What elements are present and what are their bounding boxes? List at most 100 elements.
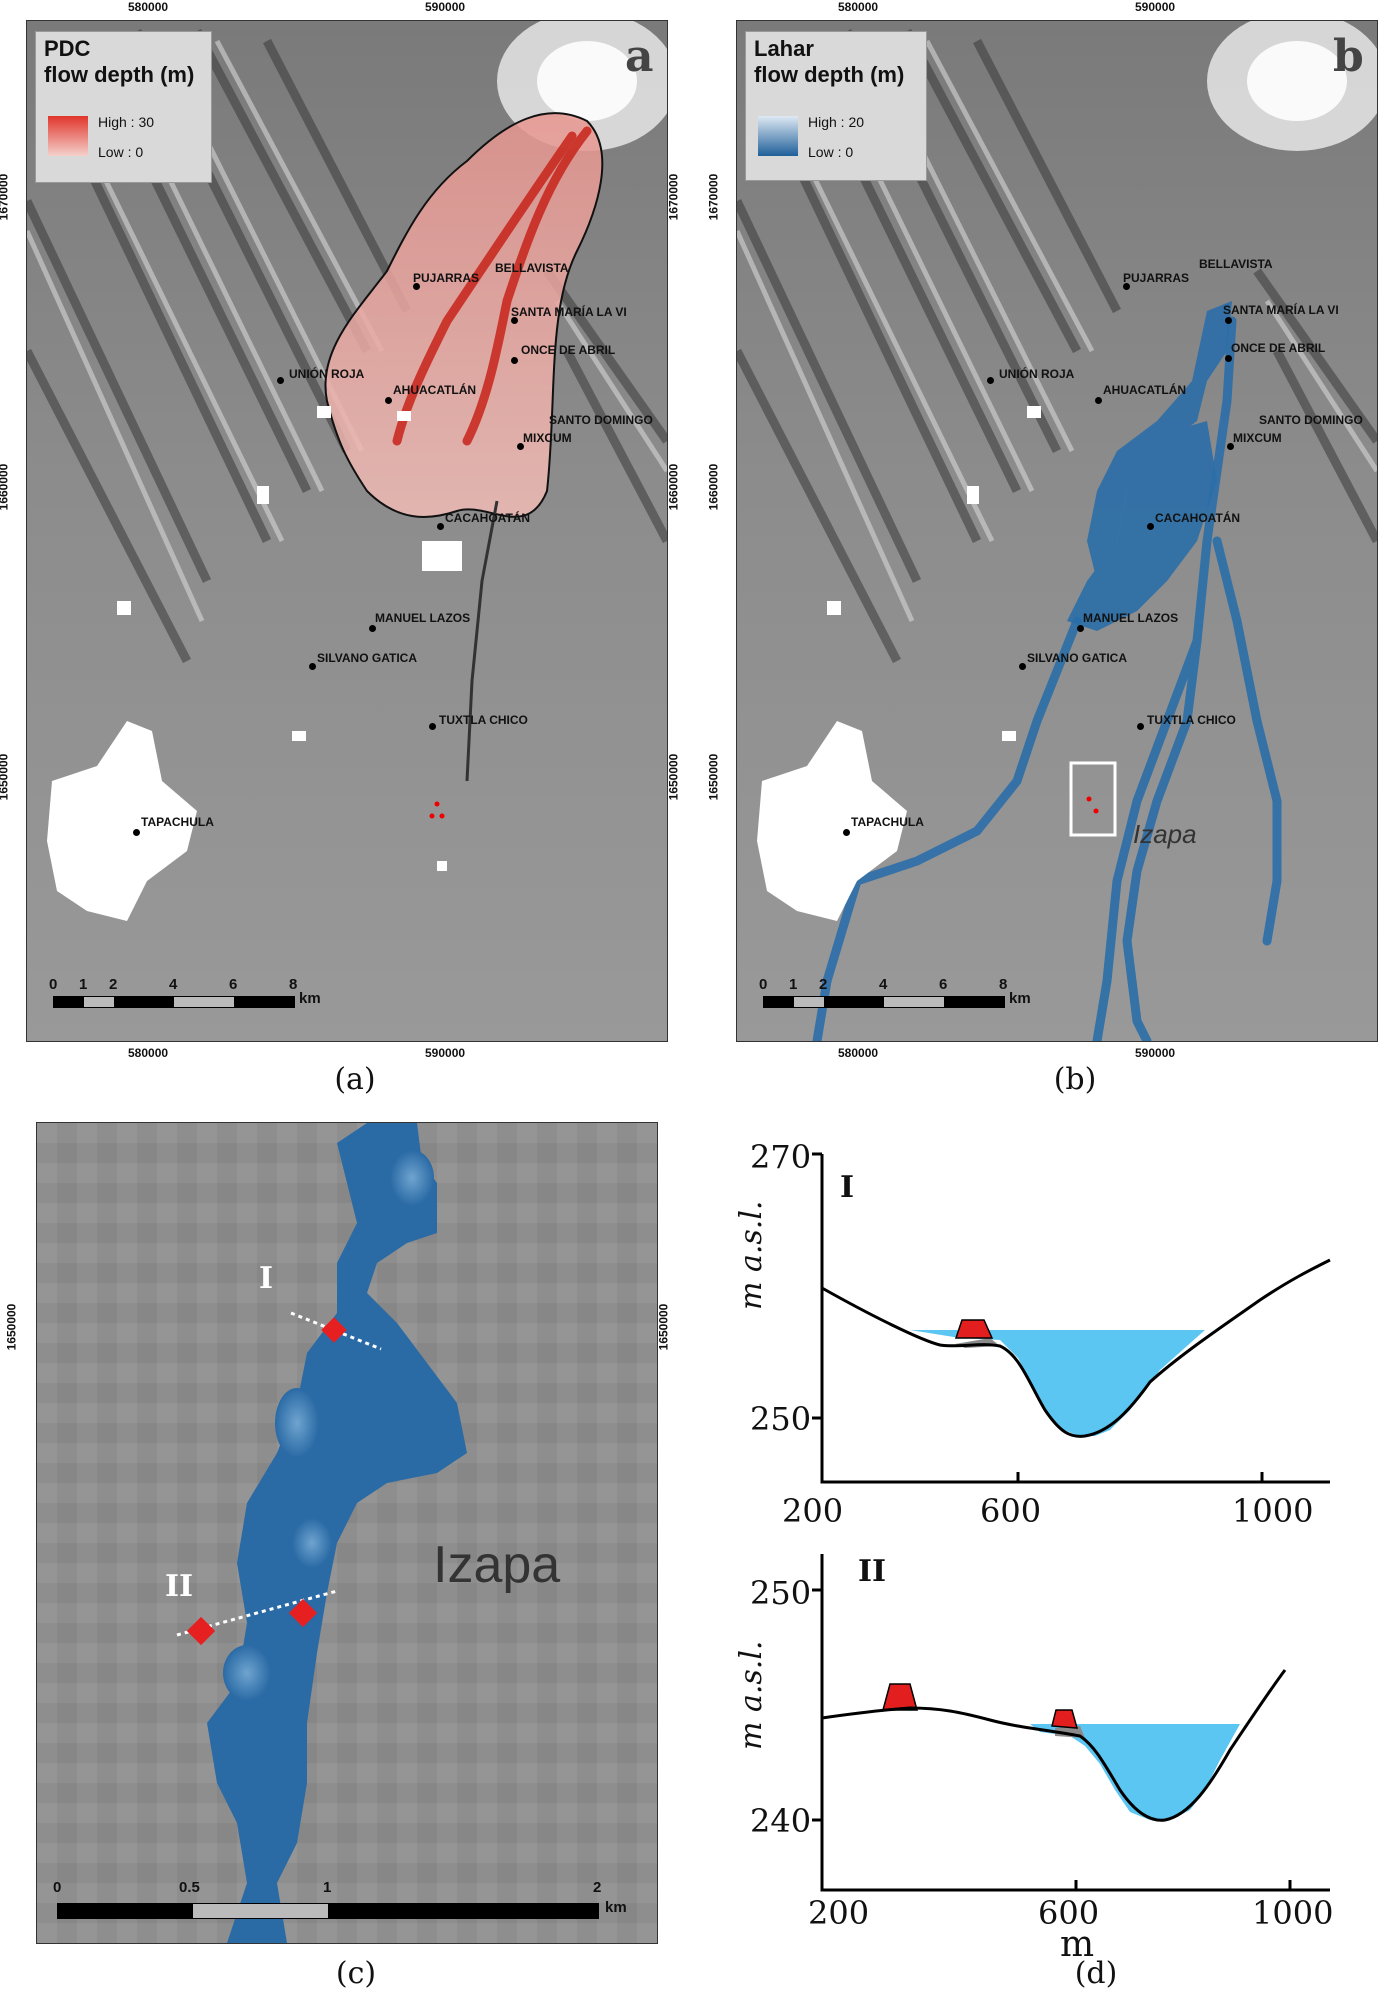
town-dot [1019,663,1026,670]
legend-high: High : 20 [808,114,865,130]
legend-low: Low : 0 [98,144,144,160]
town-dot [133,829,140,836]
town-tuxtla-chico: TUXTLA CHICO [1147,713,1236,727]
x-tick-580000-top: 580000 [838,0,879,14]
town-bellavista: BELLAVISTA [1199,257,1273,271]
legend-a: PDC flow depth (m) High : 30 Low : 0 [35,31,212,183]
mound-ii-b [1051,1709,1079,1729]
town-tapachula: TAPACHULA [851,815,924,829]
cross-section-ii [812,1554,1330,1892]
y-tick-1650000-left: 1650000 [4,1303,19,1351]
town-dot [277,377,284,384]
panel-b: 580000 590000 1670000 1660000 1650000 1 6… [706,0,1400,1110]
town-silvano-gatica: SILVANO GATICA [317,651,417,665]
town-cacahoatan: CACAHOATÁN [445,511,531,525]
scale-4: 4 [169,976,178,993]
plot-i-xtick-600: 600 [980,1492,1042,1530]
profile-label-i: I [259,1261,274,1296]
town-ahuacatlan: AHUACATLÁN [393,383,477,397]
town-dot [1123,283,1130,290]
caption-c: (c) [335,1956,377,1991]
izapa-label: Izapa [433,1536,561,1594]
panel-d: I 270 250 m a.s.l. 200 600 1000 II 250 2… [700,1110,1400,2010]
map-a: PDC flow depth (m) High : 30 Low : 0 a P… [26,20,668,1042]
town-dot [511,317,518,324]
town-dot [1225,355,1232,362]
plot-i-ytick-250: 250 [750,1400,812,1438]
legend-title: Lahar flow depth (m) [754,36,904,88]
scale-bar-c: 0 0.5 1 2 km [53,1879,627,1923]
scale-8: 8 [289,976,298,993]
town-tapachula: TAPACHULA [141,815,214,829]
plot-i-ytick-270: 270 [750,1138,812,1176]
town-ahuacatlan: AHUACATLÁN [1103,383,1187,397]
scale-segments [53,996,295,1008]
map-c: I II Izapa 0 0.5 1 2 km [36,1122,658,1944]
town-dot [517,443,524,450]
map-c-detail [37,1123,657,1943]
x-tick-580000-bottom: 580000 [128,1046,169,1060]
legend-title: PDC flow depth (m) [44,36,194,88]
scale-unit: km [605,1899,627,1916]
scale-2: 2 [819,976,828,993]
town-dot [511,357,518,364]
terrain-i [821,1258,1331,1438]
town-pujarras: PUJARRAS [413,271,480,285]
scale-1: 1 [789,976,798,993]
legend-title-line1: PDC [44,36,91,61]
scale-6: 6 [229,976,238,993]
scale-0: 0 [49,976,58,993]
caption-a: (a) [334,1062,376,1097]
scale-bar-b: 0 1 2 4 6 8 km [759,976,1031,1008]
town-union-roja: UNIÓN ROJA [289,367,365,381]
town-dot [1137,723,1144,730]
cross-section-i [812,1152,1331,1484]
town-santa-maria: SANTA MARÍA LA VI [511,305,627,319]
town-silvano-gatica: SILVANO GATICA [1027,651,1127,665]
mound-ii-a [882,1683,918,1711]
x-tick-590000-bottom: 590000 [425,1046,466,1060]
town-pujarras: PUJARRAS [1123,271,1190,285]
x-tick-590000-top: 590000 [425,0,466,14]
mound-i [954,1319,994,1339]
scale-0: 0 [53,1879,62,1896]
x-tick-590000-top: 590000 [1135,0,1176,14]
scale-segments [763,996,1005,1008]
town-tuxtla-chico: TUXTLA CHICO [439,713,528,727]
town-mixcum: MIXCUM [1233,431,1282,445]
scale-4: 4 [879,976,888,993]
y-tick-1650000-right: 1650000 [656,1303,671,1351]
scale-0: 0 [759,976,768,993]
x-tick-590000-bottom: 590000 [1135,1046,1176,1060]
town-dot [1095,397,1102,404]
scale-unit: km [299,990,321,1007]
plot-ii-xtick-1000: 1000 [1252,1894,1334,1932]
legend-b: Lahar flow depth (m) High : 20 Low : 0 [745,31,927,181]
town-dot [843,829,850,836]
plot-ii-label: II [858,1554,887,1589]
town-union-roja: UNIÓN ROJA [999,367,1075,381]
panel-letter-b: b [1333,31,1364,82]
town-manuel-lazos: MANUEL LAZOS [1083,611,1179,625]
legend-swatch-lahar [758,116,798,156]
town-dot [437,523,444,530]
scale-1: 1 [323,1879,332,1896]
town-manuel-lazos: MANUEL LAZOS [375,611,471,625]
y-tick-1670000-right: 1670000 [666,173,681,221]
plot-ii-xtick-200: 200 [808,1894,870,1932]
scale-2: 2 [109,976,118,993]
y-tick-1650000-left: 1650000 [706,753,721,801]
y-tick-1670000-left: 1670000 [706,173,721,221]
town-cacahoatan: CACAHOATÁN [1155,511,1241,525]
x-tick-580000-bottom: 580000 [838,1046,879,1060]
x-tick-580000-top: 580000 [128,0,169,14]
scale-2: 2 [593,1879,602,1896]
plot-i-xtick-200: 200 [782,1492,844,1530]
axes-ii [820,1554,1330,1892]
plot-i-ylabel: m a.s.l. [734,1200,769,1310]
town-dot [385,397,392,404]
caption-d: (d) [1074,1956,1118,1991]
y-tick-1660000-right: 1660000 [666,463,681,511]
scale-1: 1 [79,976,88,993]
town-santa-maria: SANTA MARÍA LA VI [1223,303,1339,317]
